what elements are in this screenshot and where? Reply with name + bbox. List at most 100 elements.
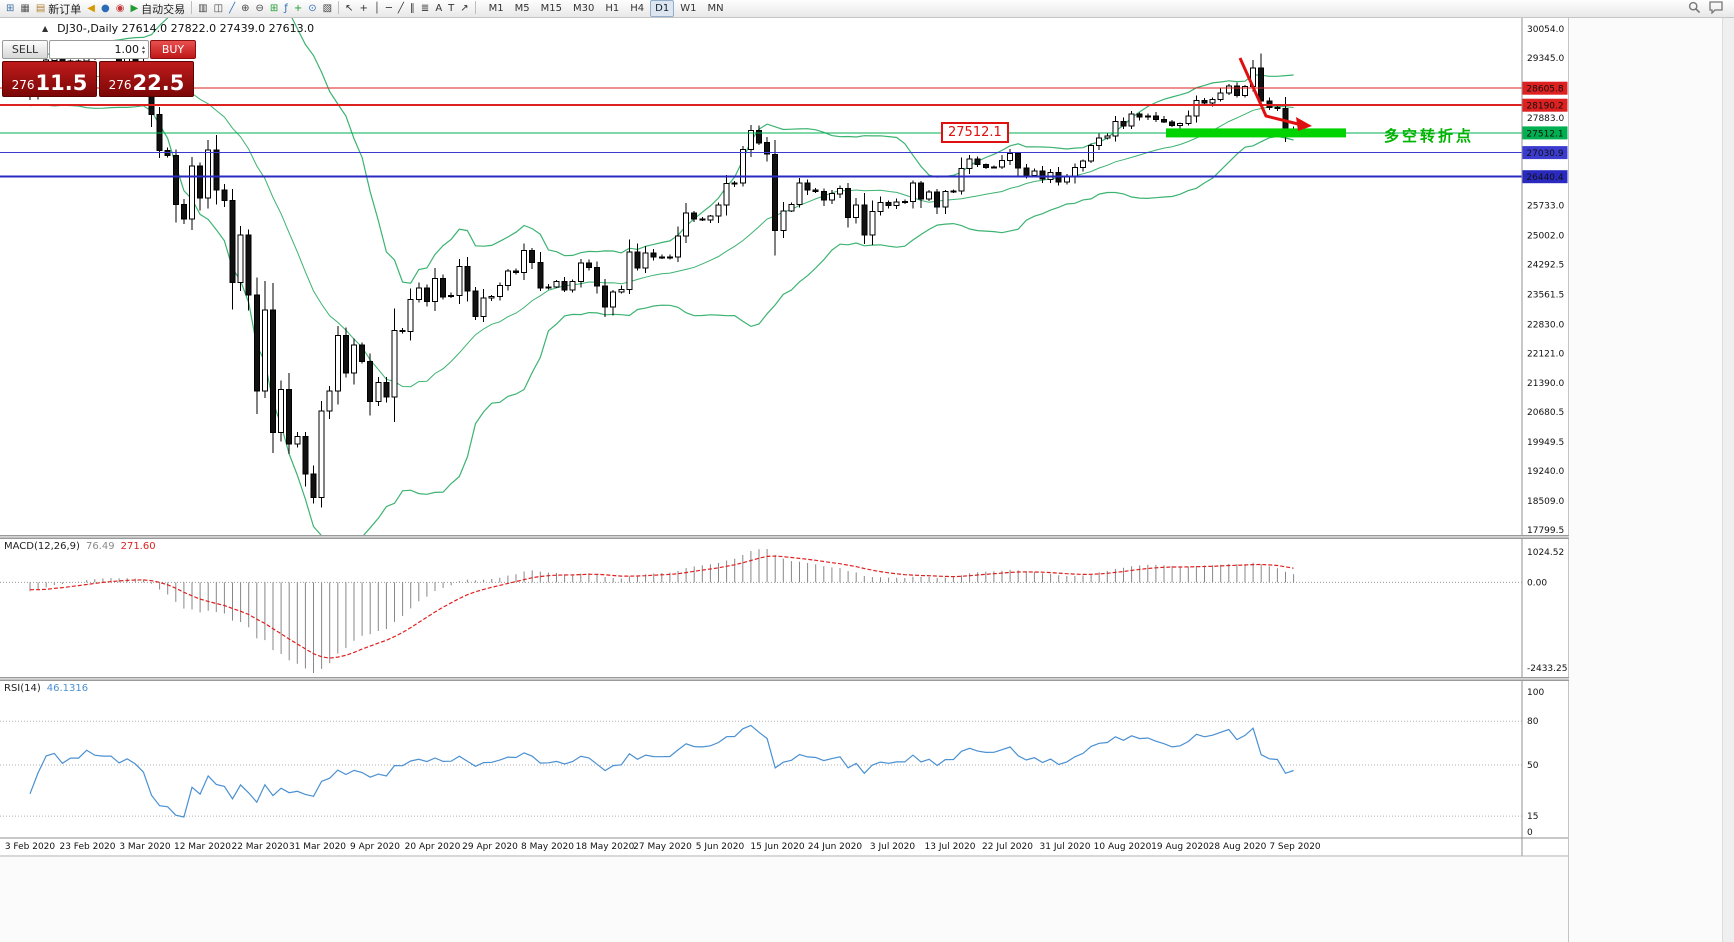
svg-text:19240.0: 19240.0: [1527, 467, 1564, 477]
volume-input[interactable]: 1.00 ▴ ▾: [49, 40, 149, 59]
timeframe-mn[interactable]: MN: [707, 3, 724, 14]
svg-text:21390.0: 21390.0: [1527, 379, 1564, 389]
news-icon[interactable]: ●: [98, 1, 113, 17]
svg-text:0.00: 0.00: [1527, 578, 1547, 588]
icon-glyph: ⊖: [255, 2, 264, 14]
price-callout[interactable]: 27512.1: [941, 122, 1009, 143]
chat-icon[interactable]: [1709, 0, 1723, 18]
icon-glyph: ▦: [20, 2, 30, 14]
add-indicator-icon[interactable]: +: [291, 1, 305, 17]
indicators-list-icon[interactable]: ƒ: [281, 1, 291, 17]
sell-button[interactable]: SELL: [2, 40, 48, 59]
market-icon[interactable]: ◉: [113, 1, 128, 17]
cursor-icon[interactable]: ↖: [342, 1, 356, 17]
timeframe-m30[interactable]: M30: [573, 3, 595, 14]
zoom-in-icon[interactable]: ⊕: [238, 1, 252, 17]
arrows-icon[interactable]: ↗: [457, 1, 471, 17]
pane-separator[interactable]: [0, 535, 1569, 539]
icon-glyph: ▧: [322, 2, 333, 14]
crosshair-icon[interactable]: +: [356, 1, 370, 17]
toolbar-separator: [474, 0, 476, 14]
macd-pane: [0, 549, 1522, 673]
icon-glyph: +: [359, 2, 368, 14]
icon-glyph: ─: [385, 2, 392, 14]
sell-price-box[interactable]: 276 11.5: [2, 61, 97, 97]
svg-text:31 Jul 2020: 31 Jul 2020: [1040, 842, 1091, 852]
svg-text:3 Jul 2020: 3 Jul 2020: [870, 842, 915, 852]
line-chart-icon[interactable]: ╱: [226, 1, 238, 17]
svg-text:18 May 2020: 18 May 2020: [576, 842, 635, 852]
timeframe-m1[interactable]: M1: [488, 3, 504, 14]
svg-text:28190.2: 28190.2: [1526, 102, 1563, 112]
trendline-icon[interactable]: ╱: [395, 1, 407, 17]
svg-text:20680.5: 20680.5: [1527, 408, 1564, 418]
profiles-icon[interactable]: ▦: [17, 1, 32, 17]
volume-spinner: ▴ ▾: [141, 43, 145, 56]
svg-text:23 Feb 2020: 23 Feb 2020: [59, 842, 115, 852]
svg-text:26440.4: 26440.4: [1526, 173, 1563, 183]
svg-text:25002.0: 25002.0: [1527, 232, 1564, 242]
buy-price-prefix: 276: [108, 78, 132, 92]
collapse-one-click-icon[interactable]: ▲: [42, 23, 49, 33]
horizontal-line-icon[interactable]: ─: [383, 1, 395, 17]
candlesticks: [27, 43, 1297, 508]
new-order-button-label: 新订单: [48, 2, 82, 16]
svg-text:18509.0: 18509.0: [1527, 497, 1564, 507]
icon-glyph: ⊕: [241, 2, 250, 14]
periods-icon[interactable]: ⊙: [305, 1, 319, 17]
volume-down-icon[interactable]: ▾: [141, 48, 145, 56]
pane-separator[interactable]: [0, 677, 1569, 681]
icon-glyph: ╱: [397, 2, 404, 14]
tile-windows-icon[interactable]: ⊞: [267, 1, 281, 17]
vertical-line-icon[interactable]: │: [371, 1, 383, 17]
svg-text:80: 80: [1527, 717, 1539, 727]
timeframe-m15[interactable]: M15: [540, 3, 563, 14]
alerts-icon[interactable]: ◀: [84, 1, 98, 17]
vertical-scrollbar[interactable]: [1722, 18, 1734, 942]
svg-text:28 Aug 2020: 28 Aug 2020: [1209, 842, 1267, 852]
bar-chart-icon[interactable]: ▥: [195, 1, 210, 17]
svg-text:22830.0: 22830.0: [1527, 320, 1564, 330]
fibonacci-icon[interactable]: ≣: [418, 1, 432, 17]
templates-icon[interactable]: ▧: [320, 1, 335, 17]
candlestick-chart-icon[interactable]: ◫: [211, 1, 226, 17]
svg-text:24292.5: 24292.5: [1527, 261, 1564, 271]
volume-up-icon[interactable]: ▴: [141, 43, 145, 51]
bollinger-bands: [29, 18, 1294, 537]
buy-price-box[interactable]: 276 22.5: [99, 61, 194, 97]
rsi-label: RSI(14): [4, 683, 41, 694]
channel-icon[interactable]: ∥: [407, 1, 418, 17]
macd-label: MACD(12,26,9): [4, 541, 80, 552]
icon-glyph: A: [435, 2, 443, 14]
svg-text:19 Aug 2020: 19 Aug 2020: [1151, 842, 1209, 852]
svg-text:31 Mar 2020: 31 Mar 2020: [289, 842, 346, 852]
buy-price-digits: 22.5: [132, 71, 185, 95]
zoom-out-icon[interactable]: ⊖: [253, 1, 267, 17]
svg-text:27883.0: 27883.0: [1527, 114, 1564, 124]
icon-glyph: │: [373, 2, 380, 14]
icon-glyph: ◉: [115, 2, 125, 14]
timeframe-h1[interactable]: H1: [605, 3, 620, 14]
timeframe-d1[interactable]: D1: [650, 0, 675, 17]
svg-text:5 Jun 2020: 5 Jun 2020: [696, 842, 745, 852]
toolbar: ⊞ ▦ ▤ 新订单 ◀ ● ◉ ▶ 自动交易 ▥ ◫ ╱ ⊕ ⊖ ⊞ ƒ + ⊙ ▧ ↖ + │ ─ ╱ ∥ ≣ A T ↗ M1 M5 M…: [0, 0, 1734, 18]
icon-glyph: ƒ: [284, 2, 288, 14]
timeframe-h4[interactable]: H4: [630, 3, 645, 14]
search-icon[interactable]: [1688, 0, 1701, 18]
svg-text:0: 0: [1527, 828, 1533, 838]
new-chart-icon[interactable]: ⊞: [3, 1, 17, 17]
icon-glyph: T: [448, 2, 455, 14]
horizontal-level-lines[interactable]: [0, 87, 1522, 178]
svg-text:8 May 2020: 8 May 2020: [521, 842, 574, 852]
svg-text:17799.5: 17799.5: [1527, 526, 1564, 536]
buy-button[interactable]: BUY: [150, 40, 196, 59]
icon-glyph: +: [293, 2, 303, 14]
text-icon[interactable]: A: [432, 1, 445, 17]
timeframe-w1[interactable]: W1: [680, 3, 697, 14]
label-icon[interactable]: T: [445, 1, 457, 17]
new-order-button[interactable]: ▤ 新订单: [33, 1, 84, 17]
timeframe-m5[interactable]: M5: [514, 3, 530, 14]
auto-trading-button[interactable]: ▶ 自动交易: [127, 1, 188, 17]
